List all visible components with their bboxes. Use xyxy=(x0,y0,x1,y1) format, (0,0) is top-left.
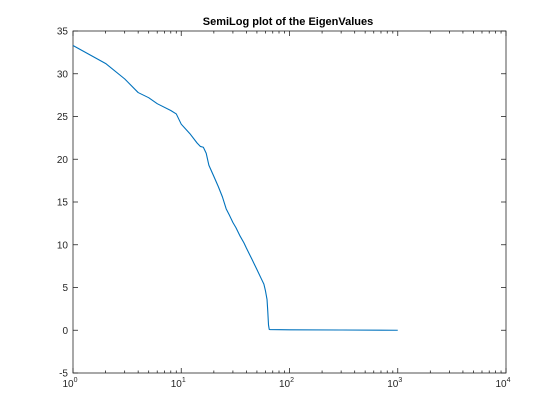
y-tick-label: 15 xyxy=(57,198,69,209)
x-tick-label-exponent: 3 xyxy=(398,377,402,384)
y-tick-label: 10 xyxy=(57,240,69,251)
x-tick-label: 102 xyxy=(279,377,294,390)
x-tick-label: 103 xyxy=(387,377,402,390)
x-tick-label-base: 10 xyxy=(387,379,399,390)
x-tick-label: 101 xyxy=(171,377,186,390)
y-tick-label: 30 xyxy=(57,69,69,80)
x-tick-label-base: 10 xyxy=(171,379,183,390)
x-tick-label-base: 10 xyxy=(62,379,74,390)
x-tick-label-exponent: 0 xyxy=(74,377,78,384)
x-tick-label-exponent: 1 xyxy=(182,377,186,384)
x-tick-label: 100 xyxy=(62,377,77,390)
y-tick-label: 20 xyxy=(57,155,69,166)
y-tick-label: -5 xyxy=(59,369,68,380)
x-tick-label-exponent: 4 xyxy=(507,377,511,384)
x-tick-label-base: 10 xyxy=(495,379,507,390)
x-tick-label-base: 10 xyxy=(279,379,291,390)
y-tick-label: 35 xyxy=(57,27,69,38)
axes-box xyxy=(72,30,507,374)
y-tick-label: 0 xyxy=(62,326,68,337)
y-tick-label: 25 xyxy=(57,112,69,123)
x-tick-label: 104 xyxy=(495,377,510,390)
x-tick-label-exponent: 2 xyxy=(290,377,294,384)
y-tick-label: 5 xyxy=(62,283,68,294)
eigenvalue-series-line xyxy=(72,45,398,331)
chart-title: SemiLog plot of the EigenValues xyxy=(203,16,374,28)
